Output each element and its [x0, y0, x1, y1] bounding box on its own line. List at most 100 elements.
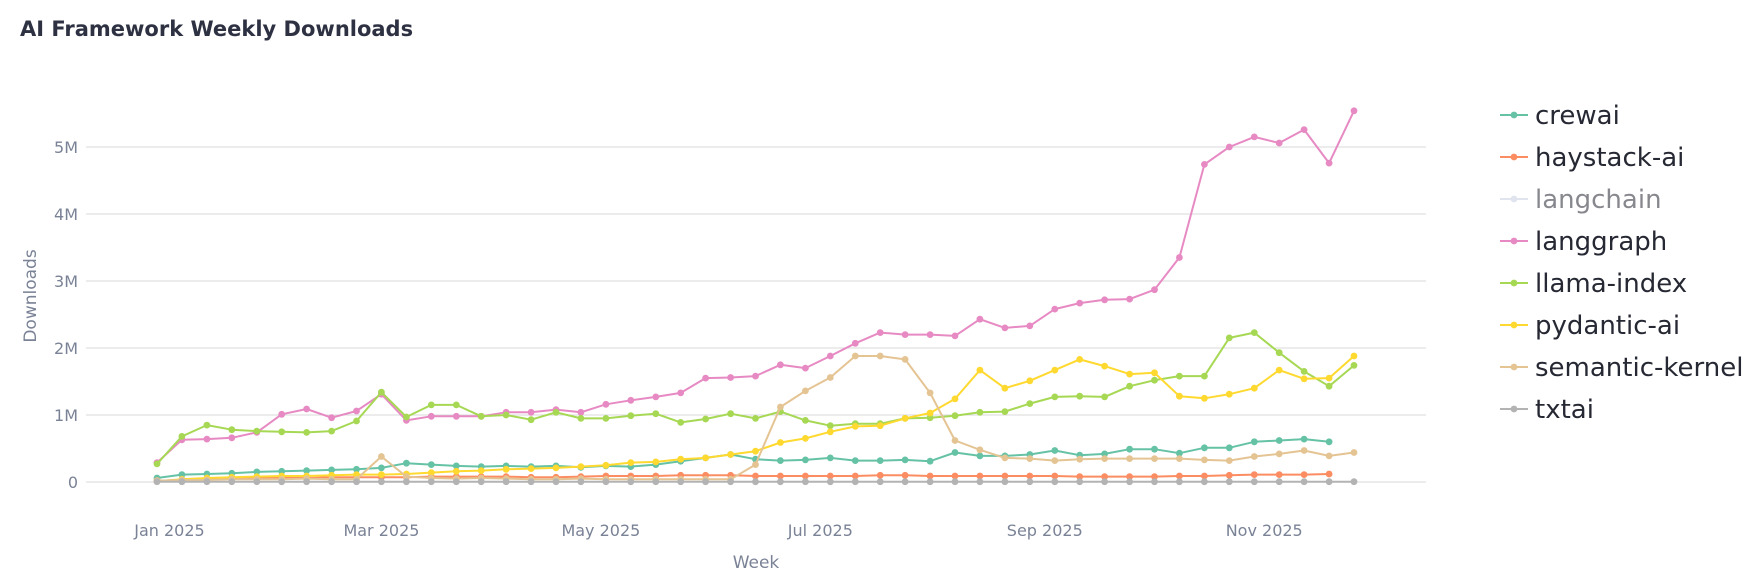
data-point-txtai	[1051, 478, 1059, 486]
data-point-crewai	[951, 449, 959, 456]
data-point-pydantic-ai	[1350, 352, 1358, 360]
data-point-langgraph	[1126, 295, 1133, 303]
data-point-txtai	[153, 478, 161, 486]
data-point-llama-index	[1001, 408, 1009, 415]
legend-swatch-marker	[1510, 195, 1518, 203]
data-point-haystack-ai	[926, 472, 934, 480]
data-point-txtai	[178, 478, 186, 486]
data-point-pydantic-ai	[577, 463, 585, 470]
data-point-llama-index	[427, 401, 435, 409]
data-point-semantic-kernel	[926, 389, 934, 397]
legend-item-crewai[interactable]: crewai	[1500, 101, 1620, 131]
data-point-txtai	[203, 478, 211, 486]
y-tick-label: 3M	[54, 272, 78, 291]
data-point-crewai	[976, 452, 984, 460]
data-point-txtai	[951, 478, 959, 486]
legend[interactable]: crewai haystack-ai langchain langgraph llama…	[1500, 101, 1743, 425]
data-point-langgraph	[1225, 143, 1233, 151]
data-point-langgraph	[1325, 159, 1333, 167]
data-point-langgraph	[303, 405, 310, 413]
data-point-haystack-ai	[1275, 471, 1283, 478]
data-point-semantic-kernel	[752, 461, 759, 468]
data-point-llama-index	[1176, 372, 1183, 380]
legend-item-txtai[interactable]: txtai	[1500, 395, 1594, 425]
data-point-langgraph	[702, 374, 709, 382]
data-point-pydantic-ai	[378, 471, 385, 478]
data-point-crewai	[253, 468, 261, 476]
data-point-llama-index	[1300, 368, 1308, 375]
y-axis-ticks: 0 1M 2M 3M 4M 5M	[54, 138, 78, 492]
data-point-pydantic-ai	[353, 471, 360, 478]
legend-item-langgraph[interactable]: langgraph	[1500, 227, 1667, 257]
data-point-txtai	[502, 478, 510, 486]
data-point-txtai	[328, 478, 335, 486]
legend-item-llama-index[interactable]: llama-index	[1500, 269, 1687, 299]
data-point-crewai	[926, 457, 934, 465]
x-tick-label: Jul 2025	[787, 521, 853, 540]
data-point-pydantic-ai	[1126, 370, 1133, 378]
data-point-pydantic-ai	[951, 395, 959, 403]
data-point-semantic-kernel	[1176, 455, 1183, 462]
data-point-langgraph	[1101, 296, 1108, 304]
data-point-txtai	[976, 478, 984, 486]
data-point-crewai	[1300, 435, 1308, 443]
data-point-txtai	[527, 478, 535, 486]
data-point-llama-index	[228, 426, 236, 434]
data-point-pydantic-ai	[777, 439, 784, 446]
data-point-llama-index	[1275, 349, 1283, 357]
data-point-txtai	[627, 478, 635, 486]
data-point-semantic-kernel	[901, 356, 909, 363]
legend-label: semantic-kernel	[1535, 353, 1743, 383]
data-point-semantic-kernel	[1101, 455, 1108, 462]
data-point-crewai	[427, 461, 435, 468]
data-point-haystack-ai	[1076, 473, 1084, 480]
data-point-txtai	[1225, 478, 1233, 486]
legend-item-pydantic-ai[interactable]: pydantic-ai	[1500, 311, 1680, 341]
data-point-langgraph	[1275, 139, 1283, 147]
data-point-txtai	[1101, 478, 1108, 486]
data-point-llama-index	[502, 411, 510, 419]
legend-label: crewai	[1535, 101, 1620, 131]
data-point-langgraph	[802, 364, 809, 372]
legend-item-haystack-ai[interactable]: haystack-ai	[1500, 143, 1684, 173]
data-point-llama-index	[378, 388, 385, 396]
data-point-langgraph	[677, 389, 685, 397]
series-txtai	[153, 478, 1358, 486]
data-point-txtai	[1250, 478, 1258, 486]
data-point-llama-index	[403, 413, 410, 421]
data-point-pydantic-ai	[477, 467, 485, 474]
data-point-llama-index	[1350, 362, 1358, 369]
data-point-crewai	[303, 467, 310, 474]
series-langgraph	[153, 107, 1358, 466]
y-tick-label: 1M	[54, 406, 78, 425]
data-point-txtai	[652, 478, 660, 486]
data-point-txtai	[1350, 478, 1358, 486]
legend-label: langchain	[1535, 185, 1662, 215]
data-point-txtai	[752, 478, 759, 486]
data-point-haystack-ai	[752, 472, 759, 480]
legend-item-semantic-kernel[interactable]: semantic-kernel	[1500, 353, 1743, 383]
data-point-llama-index	[826, 422, 834, 430]
data-point-llama-index	[253, 427, 261, 435]
data-point-llama-index	[677, 419, 685, 426]
data-point-langgraph	[577, 408, 585, 416]
data-point-langgraph	[1176, 254, 1183, 261]
data-point-semantic-kernel	[1126, 455, 1133, 462]
data-point-llama-index	[1151, 376, 1158, 384]
data-point-txtai	[1126, 478, 1133, 486]
data-point-llama-index	[802, 417, 809, 424]
data-point-txtai	[477, 478, 485, 486]
data-point-txtai	[403, 478, 410, 486]
data-point-pydantic-ai	[876, 422, 884, 430]
data-point-semantic-kernel	[1275, 450, 1283, 458]
data-point-langgraph	[278, 410, 286, 418]
data-point-pydantic-ai	[752, 447, 759, 455]
data-point-txtai	[1001, 478, 1009, 486]
data-point-langgraph	[976, 315, 984, 323]
data-point-crewai	[452, 462, 460, 470]
data-point-haystack-ai	[777, 472, 784, 480]
legend-item-langchain[interactable]: langchain	[1500, 185, 1662, 215]
data-point-langgraph	[1250, 133, 1258, 141]
data-point-crewai	[1201, 444, 1208, 452]
data-point-txtai	[303, 478, 310, 486]
